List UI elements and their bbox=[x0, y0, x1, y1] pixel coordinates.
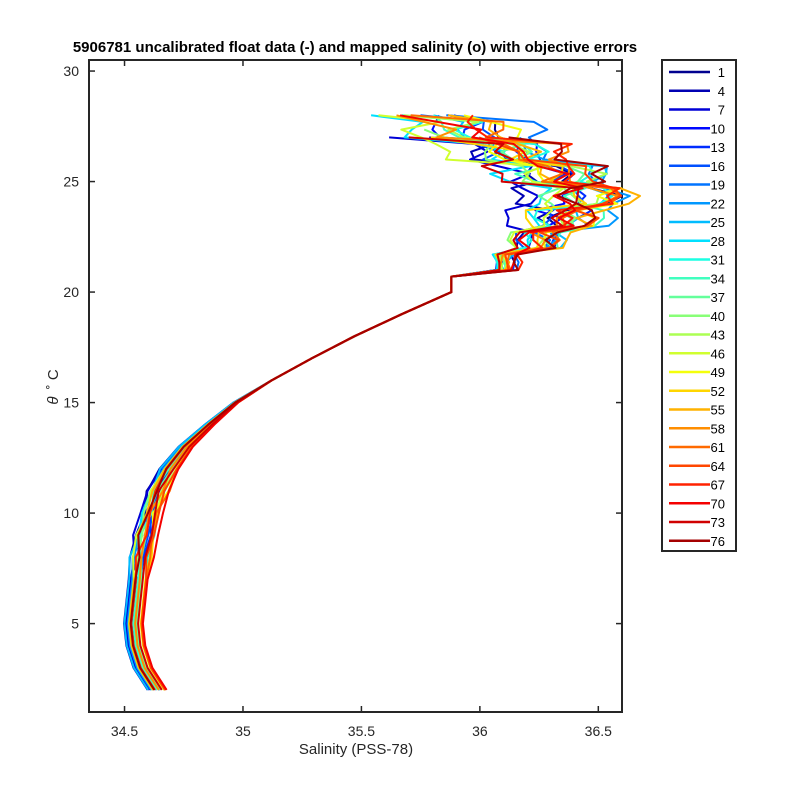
legend-label: 13 bbox=[711, 140, 725, 155]
legend-label: 31 bbox=[711, 253, 725, 268]
legend-label: 1 bbox=[718, 65, 725, 80]
x-tick-label: 36.5 bbox=[585, 723, 612, 739]
axes-box bbox=[88, 59, 623, 713]
chart-title: 5906781 uncalibrated float data (-) and … bbox=[73, 39, 637, 56]
legend-label: 10 bbox=[711, 121, 725, 136]
legend-label: 22 bbox=[711, 196, 725, 211]
profile-line bbox=[129, 136, 609, 691]
y-axis-label-unit: ˚ C bbox=[45, 369, 62, 389]
y-tick-label: 20 bbox=[63, 284, 79, 300]
legend-label: 40 bbox=[711, 309, 725, 324]
legend-label: 52 bbox=[711, 384, 725, 399]
legend-label: 7 bbox=[718, 103, 725, 118]
x-tick-label: 35.5 bbox=[348, 723, 375, 739]
legend-box bbox=[661, 59, 737, 552]
legend-label: 73 bbox=[711, 515, 725, 530]
x-tick-label: 36 bbox=[472, 723, 488, 739]
legend-label: 25 bbox=[711, 215, 725, 230]
legend-label: 64 bbox=[711, 459, 725, 474]
legend-label: 28 bbox=[711, 234, 725, 249]
legend-label: 55 bbox=[711, 403, 725, 418]
y-tick-label: 25 bbox=[63, 174, 79, 190]
legend: 1 4 7 10 13 16 19 22 25 28 31 34 37 40 43 46 49 52 55 58 61 6… bbox=[661, 59, 737, 552]
legend-label: 4 bbox=[718, 84, 725, 99]
x-axis-label: Salinity (PSS-78) bbox=[299, 741, 413, 758]
y-tick-label: 5 bbox=[71, 616, 79, 632]
y-axis-label: θ ˚ C bbox=[45, 369, 62, 404]
legend-label: 43 bbox=[711, 328, 725, 343]
profile-lines bbox=[123, 114, 641, 691]
legend-label: 67 bbox=[711, 478, 725, 493]
legend-label: 37 bbox=[711, 290, 725, 305]
x-tick-label: 34.5 bbox=[111, 723, 138, 739]
legend-label: 61 bbox=[711, 440, 725, 455]
y-axis-ticks: 5 10 15 20 25 30 bbox=[63, 63, 622, 632]
legend-label: 46 bbox=[711, 346, 725, 361]
legend-label: 34 bbox=[711, 271, 725, 286]
legend-label: 19 bbox=[711, 178, 725, 193]
legend-label: 76 bbox=[711, 534, 725, 549]
x-axis-ticks: 34.5 35 35.5 36 36.5 bbox=[111, 60, 612, 739]
legend-label: 49 bbox=[711, 365, 725, 380]
legend-label: 58 bbox=[711, 421, 725, 436]
y-axis-label-symbol: θ bbox=[45, 397, 62, 405]
svg-text:θ ˚ C: θ ˚ C bbox=[45, 369, 62, 404]
x-tick-label: 35 bbox=[235, 723, 251, 739]
y-tick-label: 15 bbox=[63, 395, 79, 411]
y-tick-label: 10 bbox=[63, 505, 79, 521]
legend-label: 16 bbox=[711, 159, 725, 174]
legend-items: 1 4 7 10 13 16 19 22 25 28 31 34 37 40 43 46 49 52 55 58 61 6… bbox=[669, 65, 725, 549]
plot-area: 34.5 35 35.5 36 36.5 5 10 15 20 25 30 bbox=[63, 59, 641, 739]
y-tick-label: 30 bbox=[63, 63, 79, 79]
legend-label: 70 bbox=[711, 496, 725, 511]
